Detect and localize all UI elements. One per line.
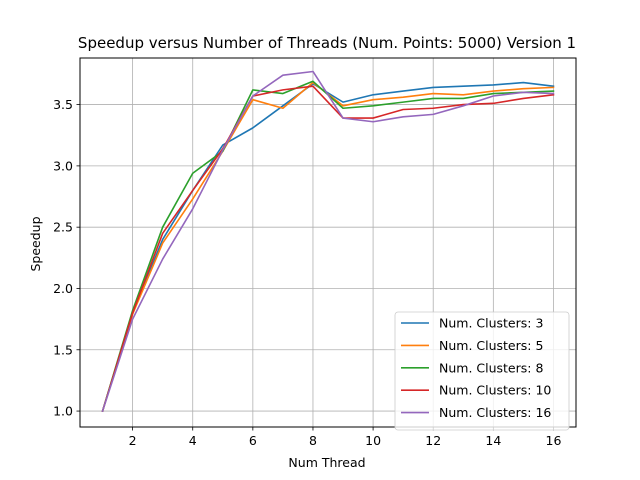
x-tick-label: 2 [129, 433, 137, 448]
x-tick-label: 12 [425, 433, 441, 448]
plot-frame [79, 57, 577, 428]
legend-label: Num. Clusters: 16 [439, 405, 551, 420]
y-tick-label: 2.0 [53, 281, 73, 296]
y-tick-label: 1.0 [53, 404, 73, 419]
x-axis-ticks: 2 4 6 8 10 12 14 16 [129, 427, 562, 448]
y-tick-label: 3.5 [53, 97, 73, 112]
x-axis-label: Num Thread [288, 455, 365, 470]
y-tick-label: 2.5 [53, 220, 73, 235]
legend-box [394, 311, 570, 431]
legend: Num. Clusters: 3 Num. Clusters: 5 Num. Clu… [394, 311, 570, 431]
legend-label: Num. Clusters: 10 [439, 383, 551, 398]
legend-label: Num. Clusters: 5 [439, 338, 543, 353]
y-tick-label: 1.5 [53, 342, 73, 357]
x-tick-label: 16 [546, 433, 562, 448]
series-lines [101, 70, 555, 413]
x-tick-label: 6 [249, 433, 257, 448]
series-line-4 [101, 85, 555, 413]
x-tick-label: 4 [189, 433, 197, 448]
chart-title: Speedup versus Number of Threads (Num. P… [78, 34, 576, 52]
legend-label: Num. Clusters: 3 [439, 316, 543, 331]
y-axis-label: Speedup [28, 216, 43, 271]
series-line-1 [101, 81, 555, 413]
y-tick-label: 3.0 [53, 158, 73, 173]
y-axis-ticks: 1.0 1.5 2.0 2.5 3.0 3.5 [53, 97, 80, 419]
x-tick-label: 8 [309, 433, 317, 448]
series-line-5 [101, 70, 555, 413]
x-tick-label: 10 [365, 433, 381, 448]
x-tick-label: 14 [485, 433, 501, 448]
legend-label: Num. Clusters: 8 [439, 360, 543, 375]
